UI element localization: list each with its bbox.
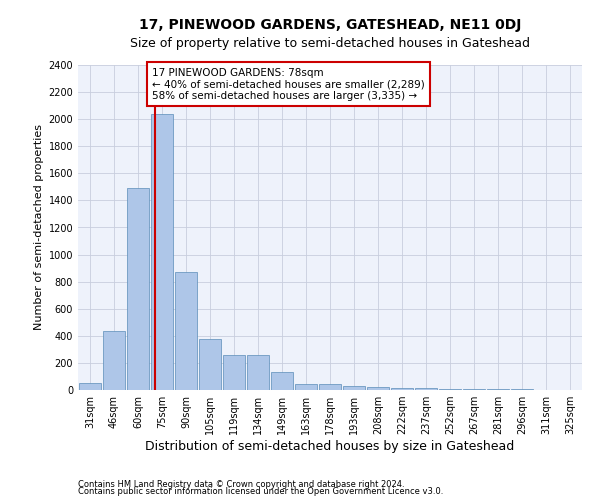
Bar xyxy=(103,331,125,390)
Bar xyxy=(151,114,173,390)
Bar xyxy=(175,272,197,390)
Bar xyxy=(223,355,245,390)
Bar xyxy=(415,388,437,390)
Bar xyxy=(247,355,269,390)
Bar xyxy=(295,384,317,390)
Text: 17, PINEWOOD GARDENS, GATESHEAD, NE11 0DJ: 17, PINEWOOD GARDENS, GATESHEAD, NE11 0D… xyxy=(139,18,521,32)
Bar xyxy=(439,388,461,390)
Bar xyxy=(127,188,149,390)
Bar xyxy=(343,386,365,390)
Text: Contains HM Land Registry data © Crown copyright and database right 2024.: Contains HM Land Registry data © Crown c… xyxy=(78,480,404,489)
Bar xyxy=(319,384,341,390)
Text: Size of property relative to semi-detached houses in Gateshead: Size of property relative to semi-detach… xyxy=(130,38,530,51)
Y-axis label: Number of semi-detached properties: Number of semi-detached properties xyxy=(34,124,44,330)
Text: 17 PINEWOOD GARDENS: 78sqm
← 40% of semi-detached houses are smaller (2,289)
58%: 17 PINEWOOD GARDENS: 78sqm ← 40% of semi… xyxy=(152,68,425,101)
X-axis label: Distribution of semi-detached houses by size in Gateshead: Distribution of semi-detached houses by … xyxy=(145,440,515,453)
Bar xyxy=(367,387,389,390)
Bar xyxy=(79,383,101,390)
Bar xyxy=(199,339,221,390)
Bar xyxy=(391,388,413,390)
Bar xyxy=(271,372,293,390)
Bar xyxy=(463,389,485,390)
Text: Contains public sector information licensed under the Open Government Licence v3: Contains public sector information licen… xyxy=(78,488,443,496)
